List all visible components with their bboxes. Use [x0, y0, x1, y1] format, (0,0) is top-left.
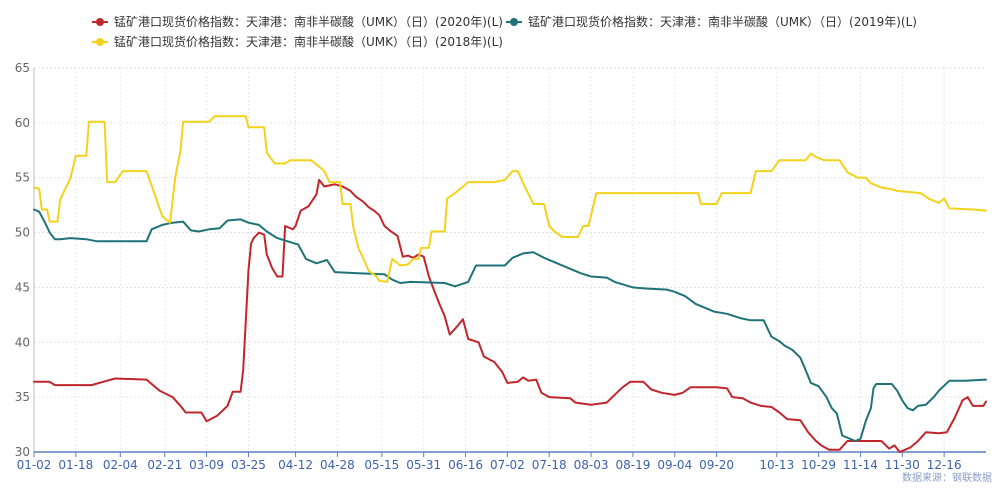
x-tick-label: 03-09: [189, 458, 224, 472]
y-tick-label: 45: [15, 280, 30, 294]
x-tick-label: 08-19: [615, 458, 650, 472]
y-tick-label: 60: [15, 116, 30, 130]
x-tick-label: 09-04: [657, 458, 692, 472]
series-lines: [33, 115, 987, 453]
x-tick-label: 11-14: [843, 458, 878, 472]
legend[interactable]: 锰矿港口现货价格指数：天津港：南非半碳酸（UMK）（日）(2020年)(L) 锰矿…: [92, 14, 917, 49]
legend-swatch-dot: [96, 18, 104, 26]
series-line-2018: [33, 115, 987, 283]
axes: 30 35 40 45 50 55 60 65 01-02 01-18 02-04 02-21 03-0…: [15, 61, 986, 472]
legend-item[interactable]: 锰矿港口现货价格指数：天津港：南非半碳酸（UMK）（日）(2018年)(L): [92, 34, 503, 49]
legend-item[interactable]: 锰矿港口现货价格指数：天津港：南非半碳酸（UMK）（日）(2019年)(L): [506, 14, 917, 29]
grid: [33, 67, 986, 453]
x-tick-label: 03-25: [231, 458, 266, 472]
legend-swatch-dot: [96, 38, 104, 46]
legend-swatch-dot: [510, 18, 518, 26]
y-tick-label: 50: [15, 226, 30, 240]
x-tick-label: 07-18: [532, 458, 567, 472]
legend-item[interactable]: 锰矿港口现货价格指数：天津港：南非半碳酸（UMK）（日）(2020年)(L): [92, 14, 503, 29]
x-tick-label: 05-15: [364, 458, 399, 472]
x-tick-label: 01-02: [17, 458, 52, 472]
x-tick-label: 06-16: [448, 458, 483, 472]
x-tick-label: 10-13: [759, 458, 794, 472]
legend-label: 锰矿港口现货价格指数：天津港：南非半碳酸（UMK）（日）(2020年)(L): [114, 14, 503, 29]
x-tick-label: 05-31: [406, 458, 441, 472]
y-tick-label: 40: [15, 335, 30, 349]
x-tick-label: 08-03: [574, 458, 609, 472]
series-line-2019: [33, 208, 987, 442]
x-tick-label: 02-21: [147, 458, 182, 472]
y-tick-label: 35: [15, 390, 30, 404]
x-tick-label: 11-30: [885, 458, 920, 472]
x-tick-label: 07-02: [490, 458, 525, 472]
x-tick-label: 02-04: [103, 458, 138, 472]
x-tick-label: 01-18: [58, 458, 93, 472]
x-tick-label: 12-16: [927, 458, 962, 472]
legend-label: 锰矿港口现货价格指数：天津港：南非半碳酸（UMK）（日）(2018年)(L): [114, 34, 503, 49]
source-label: 数据来源：钢联数据: [902, 471, 992, 484]
series-line-2020: [33, 178, 987, 453]
y-tick-label: 30: [15, 445, 30, 459]
x-tick-label: 04-28: [320, 458, 355, 472]
legend-label: 锰矿港口现货价格指数：天津港：南非半碳酸（UMK）（日）(2019年)(L): [528, 14, 917, 29]
x-tick-label: 04-12: [278, 458, 313, 472]
y-tick-label: 55: [15, 171, 30, 185]
x-tick-label: 09-20: [699, 458, 734, 472]
x-tick-label: 10-29: [801, 458, 836, 472]
y-tick-label: 65: [15, 61, 30, 75]
